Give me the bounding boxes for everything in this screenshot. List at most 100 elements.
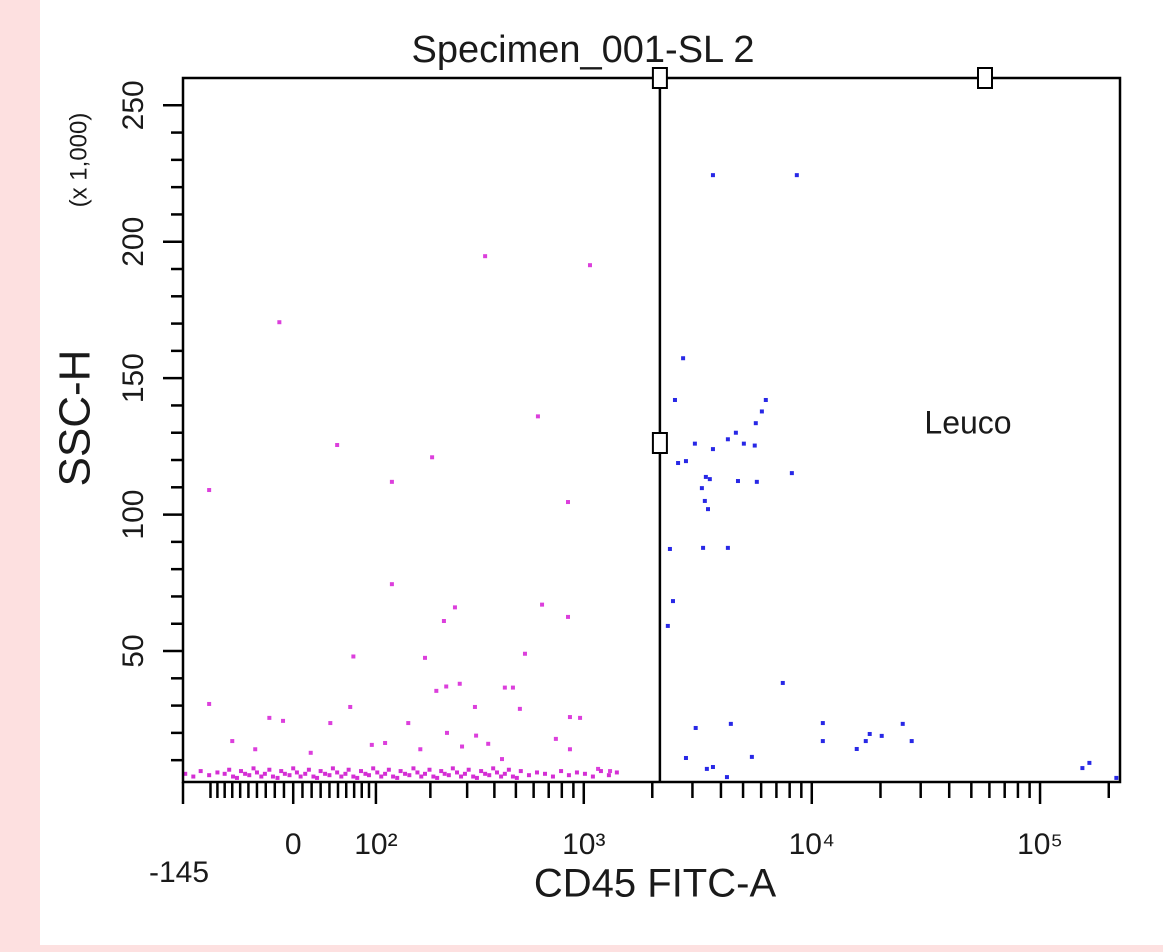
data-point <box>422 771 427 776</box>
data-point <box>270 774 275 779</box>
x-tick-label: 10⁴ <box>789 828 835 861</box>
x-tick-label: 0 <box>285 828 302 861</box>
data-point <box>483 771 488 776</box>
data-point <box>251 766 256 771</box>
data-point <box>277 320 282 325</box>
data-point <box>474 733 479 738</box>
data-point <box>566 773 571 778</box>
data-point <box>749 754 754 759</box>
data-point <box>379 774 384 779</box>
data-point <box>391 774 396 779</box>
y-tick-label: 150 <box>117 353 150 403</box>
data-point <box>534 770 539 775</box>
data-point <box>395 775 400 780</box>
data-point <box>559 769 564 774</box>
gate <box>651 67 993 782</box>
data-point <box>406 721 411 726</box>
data-point <box>487 773 492 778</box>
data-point <box>311 774 316 779</box>
data-point <box>383 771 388 776</box>
y-axis-unit: (x 1,000) <box>65 113 92 208</box>
y-tick-label: 200 <box>117 217 150 267</box>
data-point <box>427 767 432 772</box>
data-point <box>526 773 531 778</box>
data-point <box>422 655 427 660</box>
data-point <box>383 740 388 745</box>
data-point <box>741 441 746 446</box>
data-point <box>514 775 519 780</box>
data-point <box>676 461 681 466</box>
data-point <box>494 770 499 775</box>
data-point <box>287 773 292 778</box>
data-point <box>259 774 264 779</box>
data-point <box>909 739 914 744</box>
data-point <box>430 455 435 460</box>
data-point <box>366 773 371 778</box>
data-point <box>752 443 757 448</box>
data-point <box>389 479 394 484</box>
data-point <box>567 715 572 720</box>
plot-panel <box>40 0 1163 945</box>
data-point <box>728 721 733 726</box>
data-point <box>542 771 547 776</box>
chart-title: Specimen_001-SL 2 <box>412 29 755 71</box>
data-point <box>351 654 356 659</box>
data-point <box>854 746 859 751</box>
data-point <box>358 769 363 774</box>
data-point <box>587 263 592 268</box>
data-point <box>683 755 688 760</box>
data-point <box>398 769 403 774</box>
data-point <box>335 443 340 448</box>
data-point <box>614 770 619 775</box>
data-point <box>415 770 420 775</box>
data-point <box>418 747 423 752</box>
data-point <box>191 774 196 779</box>
data-point <box>207 773 212 778</box>
data-point <box>471 774 476 779</box>
y-axis-label: SSC-H <box>51 350 100 487</box>
data-point <box>207 488 212 493</box>
data-point <box>346 767 351 772</box>
data-point <box>348 704 353 709</box>
data-point <box>460 744 465 749</box>
y-tick-label: 250 <box>117 80 150 130</box>
data-point <box>820 721 825 726</box>
data-point <box>705 507 710 512</box>
data-point <box>234 775 239 780</box>
data-point <box>282 771 287 776</box>
data-point <box>441 619 446 624</box>
data-point <box>733 430 738 435</box>
data-point <box>450 766 455 771</box>
data-point <box>681 356 686 361</box>
data-point <box>598 769 603 774</box>
data-point <box>759 409 764 414</box>
data-point <box>243 771 248 776</box>
data-point <box>794 173 799 178</box>
data-point <box>419 774 424 779</box>
data-point <box>369 742 374 747</box>
data-point <box>318 769 323 774</box>
data-point <box>446 773 451 778</box>
data-point <box>502 771 507 776</box>
data-point <box>472 704 477 709</box>
data-point <box>403 771 408 776</box>
data-point <box>411 766 416 771</box>
data-point <box>692 441 697 446</box>
data-point <box>466 767 471 772</box>
data-point <box>198 769 203 774</box>
data-point <box>522 651 527 656</box>
data-point <box>672 397 677 402</box>
data-point <box>457 681 462 686</box>
data-point <box>306 767 311 772</box>
data-point <box>667 546 672 551</box>
data-point <box>820 739 825 744</box>
data-point <box>298 774 303 779</box>
data-point <box>710 173 715 178</box>
data-point <box>483 254 488 259</box>
data-point <box>606 773 611 778</box>
x-tick-label: 10³ <box>562 828 605 861</box>
data-point <box>267 715 272 720</box>
data-point <box>1087 760 1092 765</box>
data-point <box>327 773 332 778</box>
